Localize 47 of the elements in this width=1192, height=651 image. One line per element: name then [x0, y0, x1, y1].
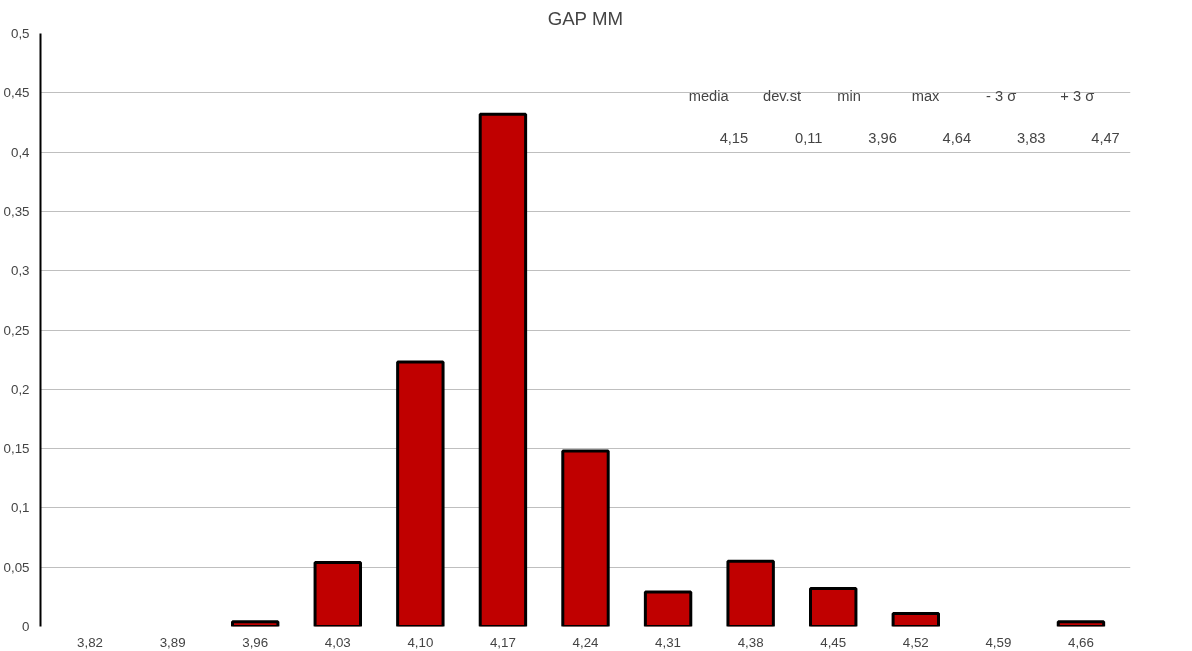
bar: [891, 611, 941, 627]
bar: [643, 590, 693, 627]
annotation: min: [837, 88, 861, 105]
annotation: 4,64: [942, 129, 972, 146]
y-tick-label: 0,05: [3, 559, 30, 575]
chart-title: GAP MM: [547, 7, 623, 29]
annotation: 3,83: [1016, 129, 1046, 146]
x-tick-label: 4,52: [902, 634, 929, 650]
y-tick-label: 0,45: [3, 85, 30, 101]
y-tick-label: 0,4: [10, 144, 31, 160]
x-tick-label: 4,59: [985, 634, 1012, 650]
bar: [478, 112, 528, 627]
x-tick-label: 3,89: [159, 634, 186, 650]
y-tick-label: 0,15: [3, 441, 30, 457]
x-tick-label: 4,31: [655, 634, 682, 650]
y-tick-label: 0,5: [10, 26, 30, 41]
bar: [809, 587, 858, 627]
y-tick-label: 0,3: [10, 263, 30, 279]
annotation: 0,11: [795, 129, 823, 146]
annotation: max: [911, 88, 941, 105]
bar: [313, 560, 362, 627]
bar: [1056, 620, 1106, 627]
bar: [561, 449, 610, 627]
x-tick-label: 3,96: [242, 634, 269, 650]
y-tick-label: 0: [22, 619, 30, 634]
x-tick-label: 4,66: [1067, 634, 1094, 650]
x-tick-label: 4,03: [324, 634, 351, 650]
x-tick-label: 4,24: [572, 634, 600, 650]
y-tick-label: 0,35: [3, 203, 30, 219]
y-tick-label: 0,2: [10, 381, 30, 397]
x-tick-label: 4,17: [489, 634, 516, 650]
x-tick-label: 3,82: [77, 634, 104, 650]
x-tick-label: 4,10: [407, 634, 434, 650]
annotation: dev.st: [763, 88, 802, 105]
annotation: 4,15: [719, 129, 749, 146]
x-tick-label: 4,45: [820, 634, 847, 650]
y-tick-label: 0,25: [3, 322, 30, 338]
annotation: 3,96: [868, 129, 897, 146]
y-tick-label: 0,1: [10, 500, 30, 516]
annotation: 4,47: [1091, 129, 1120, 146]
bar: [230, 620, 280, 627]
bar: [396, 360, 445, 627]
annotation: + 3 σ: [1060, 88, 1095, 105]
bar: [726, 559, 775, 627]
annotation: - 3 σ: [985, 88, 1017, 105]
x-tick-label: 4,38: [737, 634, 764, 650]
annotation: media: [688, 88, 730, 105]
